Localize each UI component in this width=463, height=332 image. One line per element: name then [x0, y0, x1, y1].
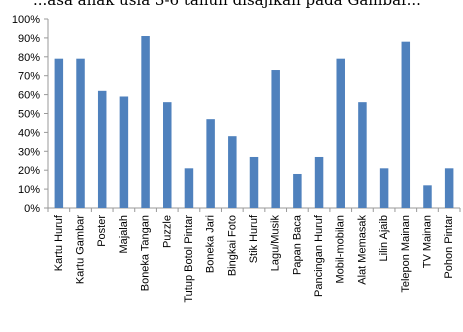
category-label: Pancingan Huruf: [313, 214, 325, 297]
y-tick-label: 50%: [18, 109, 40, 121]
category-label: Majalah: [118, 215, 130, 254]
bar: [141, 36, 150, 209]
category-label: Boneka Jari: [205, 215, 217, 273]
category-label: Puzzle: [161, 215, 173, 248]
bar: [97, 90, 107, 208]
category-label: Mobil-mobilan: [335, 215, 347, 283]
bar: [444, 168, 454, 208]
bar: [184, 168, 194, 208]
category-label: Boneka Tangan: [140, 215, 152, 291]
bar: [228, 136, 237, 208]
bar: [163, 102, 172, 208]
bar: [206, 119, 215, 208]
y-tick-label: 80%: [18, 52, 40, 64]
category-label: Poster: [96, 215, 108, 247]
bar: [314, 156, 324, 208]
bar: [358, 102, 367, 208]
category-label: Papan Baca: [291, 214, 303, 275]
bar: [336, 58, 345, 208]
caption-text: ...asa anak usia 3-6 tahun disajikan pad…: [33, 0, 421, 9]
category-label: Lilin Ajaib: [378, 215, 390, 261]
bar: [379, 168, 389, 208]
y-tick-label: 20%: [18, 165, 40, 177]
category-label: Alat Memasak: [356, 215, 368, 285]
y-tick-label: 60%: [18, 90, 40, 102]
y-tick-label: 90%: [18, 33, 40, 45]
bar: [119, 96, 129, 208]
y-tick-label: 40%: [18, 127, 40, 139]
y-tick-label: 30%: [18, 146, 40, 158]
bar: [293, 173, 302, 208]
category-label: Tutup Botol Pintar: [183, 215, 195, 303]
bar: [423, 185, 432, 208]
y-tick-label: 100%: [12, 14, 40, 26]
category-label: Lagu/Musik: [270, 215, 282, 272]
category-label: TV Mainan: [421, 215, 433, 268]
bar: [54, 58, 64, 208]
category-label: Kartu Gambar: [75, 215, 87, 284]
y-tick-label: 0%: [24, 203, 40, 215]
category-label: Kartu Huruf: [53, 214, 65, 271]
category-label: Telepon Mainan: [400, 215, 412, 293]
y-tick-label: 10%: [18, 184, 40, 196]
bar: [249, 156, 259, 208]
y-tick-label: 70%: [18, 71, 40, 83]
bar: [401, 41, 411, 209]
bar: [76, 58, 85, 208]
category-label: Pohon Pintar: [443, 215, 455, 279]
category-label: Bingkai Foto: [226, 215, 238, 276]
bar: [271, 70, 280, 208]
category-label: Stik Huruf: [248, 214, 260, 263]
